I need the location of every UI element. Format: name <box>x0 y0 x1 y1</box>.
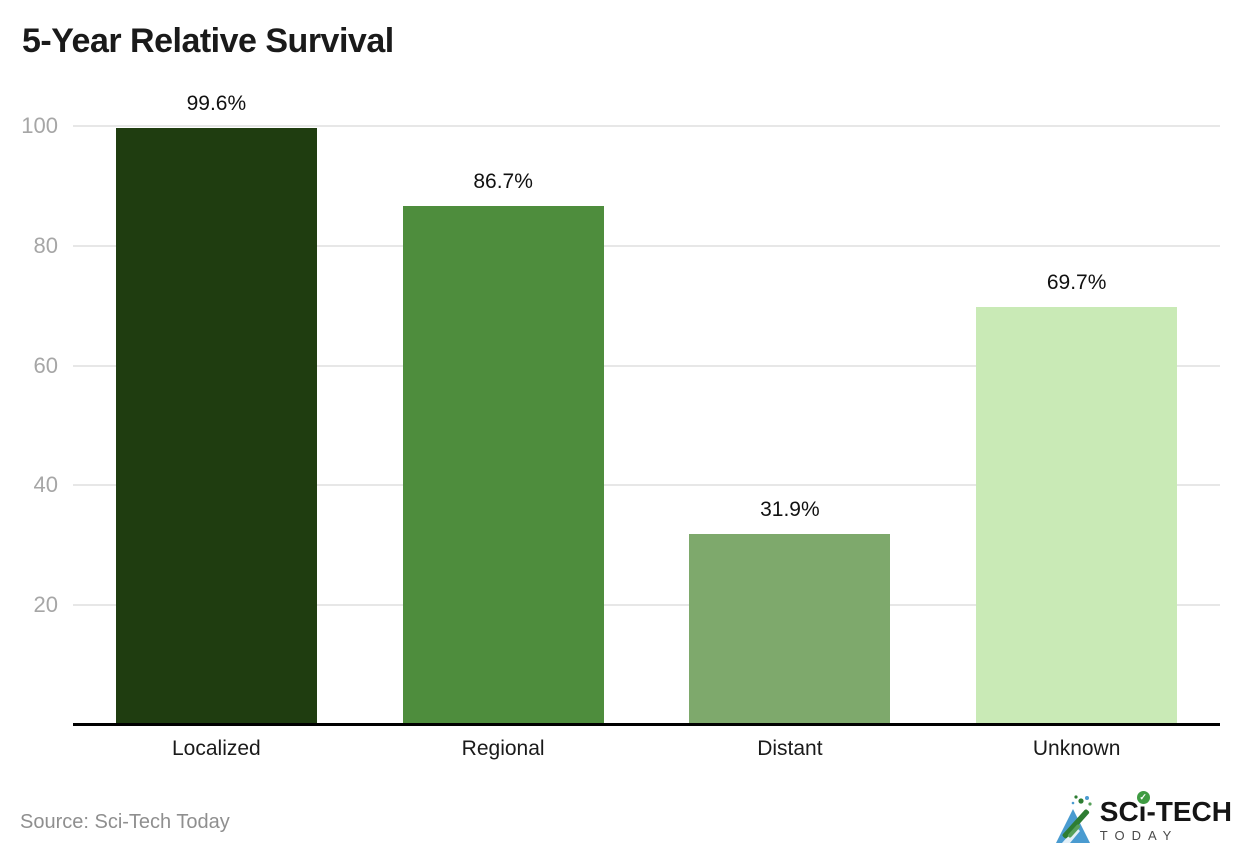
category-label-distant: Distant <box>757 737 823 760</box>
gridline-100 <box>73 125 1220 127</box>
scitech-logo-mark-icon <box>1055 795 1092 843</box>
gridline-20 <box>73 604 1220 607</box>
category-label-regional: Regional <box>461 737 545 760</box>
bar-regional <box>402 205 604 725</box>
bar-distant <box>689 533 891 725</box>
logo-text-block: SCı ✓ -TECH TODAY <box>1099 791 1232 843</box>
bar-value-label-distant: 31.9% <box>760 497 820 521</box>
bar-unknown <box>976 307 1178 725</box>
ytick-label-80: 80 <box>33 232 58 258</box>
category-label-localized: Localized <box>172 737 261 760</box>
ytick-label-20: 20 <box>33 592 58 618</box>
ytick-label-40: 40 <box>33 472 58 498</box>
bar-value-label-localized: 99.6% <box>186 92 247 116</box>
ytick-label-60: 60 <box>33 352 58 378</box>
logo-brand-text: SCı ✓ -TECH <box>1099 791 1232 827</box>
scitech-today-logo: SCı ✓ -TECH TODAY <box>1052 791 1232 847</box>
bar-value-label-regional: 86.7% <box>473 169 533 193</box>
logo-dot <box>1088 802 1092 806</box>
chart-title: 5-Year Relative Survival <box>22 22 394 60</box>
logo-dot <box>1074 795 1078 799</box>
logo-check-icon: ✓ <box>1136 791 1150 804</box>
ytick-label-100: 100 <box>21 113 58 138</box>
logo-telescope-bar-2 <box>1067 824 1080 838</box>
gridline-60 <box>73 364 1220 367</box>
logo-dot <box>1078 798 1084 804</box>
category-label-unknown: Unknown <box>1032 737 1121 760</box>
source-credit: Source: Sci-Tech Today <box>20 811 230 833</box>
bar-localized <box>115 128 317 725</box>
x-axis-line <box>73 723 1220 726</box>
gridline-40 <box>73 484 1220 487</box>
logo-today-text: TODAY <box>1099 828 1179 843</box>
logo-dot <box>1084 796 1089 800</box>
bar-value-label-unknown: 69.7% <box>1046 271 1107 295</box>
logo-dot <box>1071 801 1075 805</box>
logo-telescope-bar <box>1062 809 1089 839</box>
gridline-80 <box>73 244 1220 247</box>
